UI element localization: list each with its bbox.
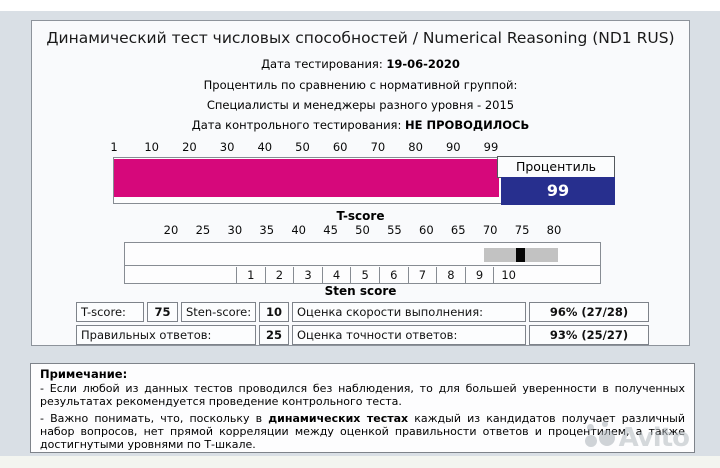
- avito-watermark-text: Avito: [618, 423, 690, 453]
- percentile-tick: 40: [257, 140, 273, 154]
- note-box: Примечание: - Если любой из данных тесто…: [30, 363, 695, 453]
- avito-watermark: Avito: [584, 421, 690, 453]
- control-date-value: НЕ ПРОВОДИЛОСЬ: [405, 118, 530, 132]
- norm-group: Специалисты и менеджеры разного уровня -…: [206, 98, 515, 112]
- test-date-line: Дата тестирования: 19-06-2020: [32, 57, 689, 71]
- percentile-tick: 60: [332, 140, 348, 154]
- percentile-tick: 70: [370, 140, 386, 154]
- tscore-tick: 30: [227, 223, 243, 237]
- percentile-tick: 1: [110, 140, 118, 154]
- tscore-tick: 80: [546, 223, 562, 237]
- percentile-tick: 10: [144, 140, 160, 154]
- report-box: Динамический тест числовых способностей …: [31, 20, 690, 346]
- speed-label-cell: Оценка скорости выполнения:: [292, 302, 526, 322]
- tscore-tick: 20: [163, 223, 179, 237]
- sten-cell: 4: [321, 266, 351, 283]
- note-p2-bold: динамических тестах: [268, 411, 409, 425]
- percentile-tick: 20: [182, 140, 197, 154]
- percentile-value-box: 99: [501, 177, 615, 205]
- sten-cell: 9: [464, 266, 494, 283]
- tscore-title: T-score: [336, 209, 385, 223]
- accuracy-value-cell: 93% (25/27): [529, 325, 649, 345]
- tscore-tick: 60: [419, 223, 434, 237]
- percentile-tick: 90: [445, 140, 461, 154]
- control-date-label: Дата контрольного тестирования:: [191, 118, 405, 132]
- percentile-tick: 50: [295, 140, 310, 154]
- results-row-2: Правильных ответов: 25 Оценка точности о…: [76, 325, 649, 345]
- tscore-label-cell: T-score:: [76, 302, 144, 322]
- sten-value-cell: 10: [259, 302, 289, 322]
- page-bottom-margin: [0, 456, 720, 468]
- percentile-tick: 30: [219, 140, 235, 154]
- accuracy-label-cell: Оценка точности ответов:: [292, 325, 526, 345]
- sten-cell: 7: [407, 266, 437, 283]
- sten-cell: 1: [236, 266, 265, 283]
- sten-cell: 5: [350, 266, 379, 283]
- results-row-1: T-score: 75 Sten-score: 10 Оценка скорос…: [76, 302, 649, 322]
- sten-cell: 2: [264, 266, 294, 283]
- percentile-tick: 99: [483, 140, 499, 154]
- note-paragraph-2: - Важно понимать, что, поскольку в динам…: [40, 412, 685, 452]
- note-paragraph-1: - Если любой из данных тестов проводился…: [40, 382, 685, 409]
- page-top-margin: [0, 0, 720, 11]
- percentile-tick: 80: [408, 140, 423, 154]
- note-title: Примечание:: [40, 367, 128, 381]
- tscore-tick: 70: [482, 223, 498, 237]
- sten-cell: 10: [493, 266, 600, 283]
- tscore-tick: 25: [195, 223, 211, 237]
- tscore-marker: [516, 248, 525, 262]
- sten-label-cell: Sten-score:: [181, 302, 256, 322]
- sten-title: Sten score: [324, 284, 397, 298]
- speed-value-cell: 96% (27/28): [529, 302, 649, 322]
- tscore-tick: 40: [291, 223, 306, 237]
- percentile-axis: 1 10 20 30 40 50 60 70 80 90 99: [110, 140, 498, 154]
- test-date-value: 19-06-2020: [386, 57, 460, 71]
- tscore-tick: 45: [323, 223, 338, 237]
- sten-cell: 8: [436, 266, 465, 283]
- tscore-tick: 50: [355, 223, 370, 237]
- tscore-tick: 35: [259, 223, 275, 237]
- percentile-bar-chart: Процентиль 99: [113, 156, 615, 205]
- percentile-bar: [114, 159, 499, 197]
- note-p2-suffix: каждый из кандидатов получает различный …: [40, 411, 685, 452]
- report-title: Динамический тест числовых способностей …: [46, 29, 675, 47]
- sten-cell: 3: [293, 266, 322, 283]
- sten-cell: 6: [378, 266, 408, 283]
- correct-value-cell: 25: [259, 325, 289, 345]
- correct-label-cell: Правильных ответов:: [76, 325, 256, 345]
- tscore-tick: 65: [450, 223, 466, 237]
- tscore-tick: 55: [387, 223, 402, 237]
- percentile-caption: Процентиль по сравнению с нормативной гр…: [203, 78, 518, 92]
- note-p2-prefix: - Важно понимать, что, поскольку в: [40, 411, 269, 425]
- tscore-tick: 75: [514, 223, 530, 237]
- control-date-line: Дата контрольного тестирования: НЕ ПРОВО…: [32, 118, 689, 132]
- percentile-label-box: Процентиль: [497, 156, 615, 178]
- sten-score-row: 1 2 3 4 5 6 7 8 9 10: [125, 265, 600, 283]
- avito-logo-icon: [584, 421, 617, 451]
- tscore-axis: 20 25 30 35 40 45 50 55 60 65 70 75 80: [164, 223, 562, 237]
- tscore-sten-chart: 1 2 3 4 5 6 7 8 9 10: [124, 242, 601, 284]
- tscore-value-cell: 75: [147, 302, 178, 322]
- test-date-label: Дата тестирования:: [261, 57, 387, 71]
